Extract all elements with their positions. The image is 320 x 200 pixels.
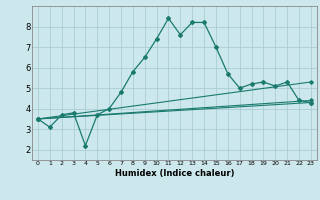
X-axis label: Humidex (Indice chaleur): Humidex (Indice chaleur) bbox=[115, 169, 234, 178]
